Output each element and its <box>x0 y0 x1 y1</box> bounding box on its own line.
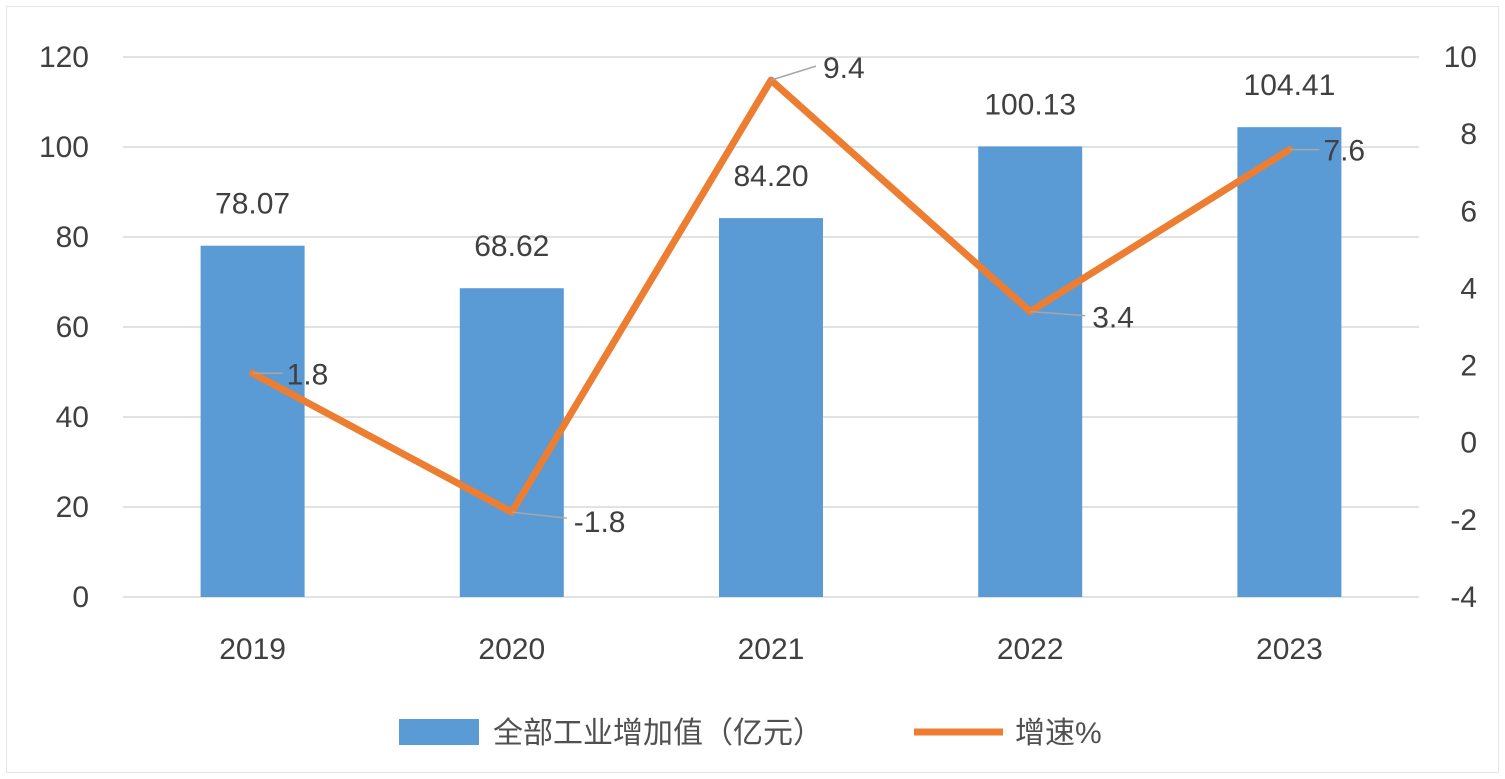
x-tick-label: 2020 <box>478 633 545 666</box>
combo-chart: 78.07 68.62 84.20 100.13 104.41 1.8 -1.8 9.4 3.4… <box>39 41 1477 750</box>
bar <box>459 288 564 597</box>
y-left-tick-label: 80 <box>56 221 89 254</box>
x-tick-label: 2019 <box>219 633 286 666</box>
y-right-tick-label: 6 <box>1460 195 1477 228</box>
chart-frame: 78.07 68.62 84.20 100.13 104.41 1.8 -1.8 9.4 3.4… <box>6 6 1499 773</box>
bar-data-label: 104.41 <box>1244 69 1336 102</box>
y-left-tick-label: 20 <box>56 491 89 524</box>
legend-bar-swatch <box>399 719 479 745</box>
legend: 全部工业增加值（亿元） 增速% <box>399 717 1102 750</box>
leader-line <box>511 511 567 519</box>
leader-line <box>1030 310 1086 317</box>
bar-data-label: 78.07 <box>215 188 290 221</box>
line-data-label: 9.4 <box>823 52 865 85</box>
y-right-tick-label: 0 <box>1460 427 1477 460</box>
bar <box>200 245 305 597</box>
y-left-tick-label: 120 <box>39 41 89 74</box>
line-data-label: 7.6 <box>1323 135 1365 168</box>
y-right-tick-label: -2 <box>1450 504 1477 537</box>
y-left-tick-label: 0 <box>72 581 89 614</box>
line-data-label: 1.8 <box>287 358 329 391</box>
y-right-tick-label: 4 <box>1460 272 1477 305</box>
bar-series <box>200 127 1342 598</box>
legend-line-label: 增速% <box>1015 717 1102 750</box>
y-left-tick-label: 60 <box>56 311 89 344</box>
x-tick-label: 2021 <box>738 633 805 666</box>
leader-line <box>770 65 817 81</box>
y-right-tick-label: 10 <box>1444 41 1477 74</box>
y-right-tick-label: 2 <box>1460 350 1477 383</box>
y-right-tick-label: -4 <box>1450 581 1477 614</box>
bar <box>978 146 1083 598</box>
bar-data-label: 68.62 <box>474 230 549 263</box>
bar <box>1237 127 1342 597</box>
data-labels: 78.07 68.62 84.20 100.13 104.41 1.8 -1.8 9.4 3.4… <box>215 52 1365 539</box>
x-tick-label: 2022 <box>997 633 1064 666</box>
line-data-label: 3.4 <box>1092 302 1134 335</box>
line-data-label: -1.8 <box>574 506 626 539</box>
y-left-tick-label: 100 <box>39 131 89 164</box>
bar-data-label: 100.13 <box>984 88 1076 121</box>
x-tick-label: 2023 <box>1256 633 1323 666</box>
axes: 0 20 40 60 80 100 120 -4 -2 0 2 4 6 8 10 2019 2020 2021 20… <box>39 41 1477 666</box>
y-right-tick-label: 8 <box>1460 118 1477 151</box>
bar <box>719 218 823 597</box>
legend-bar-label: 全部工业增加值（亿元） <box>493 717 823 750</box>
y-left-tick-label: 40 <box>56 401 89 434</box>
bar-data-label: 84.20 <box>733 160 808 193</box>
